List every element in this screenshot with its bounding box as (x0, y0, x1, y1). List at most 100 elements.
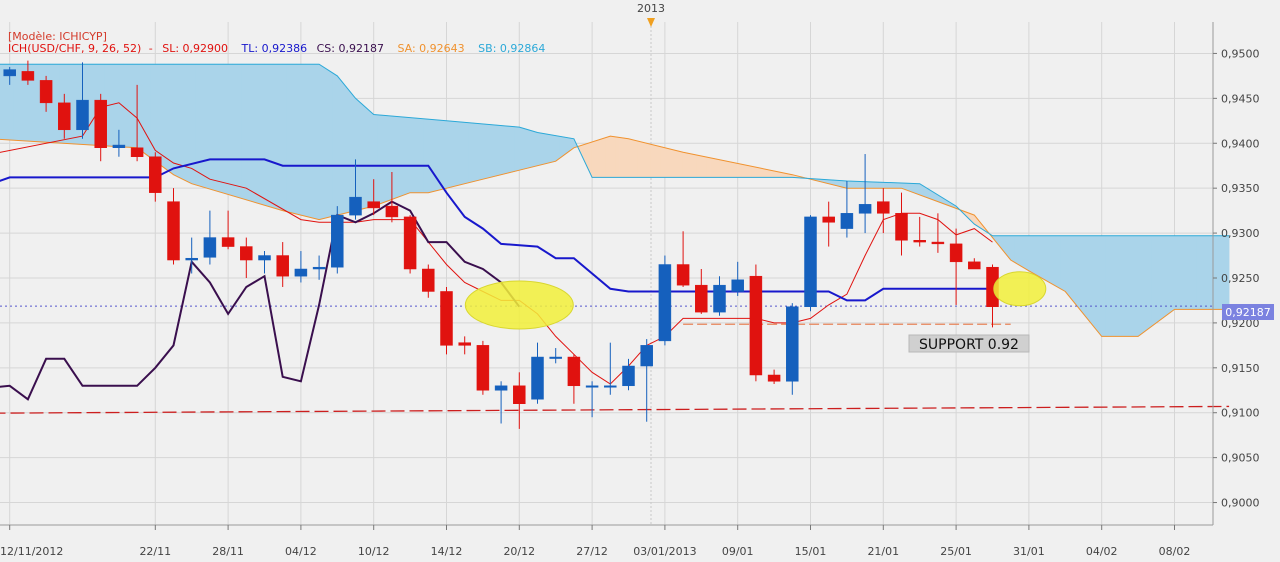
kumo-segment (400, 116, 406, 197)
kumo-segment (655, 145, 661, 178)
kumo-segment (714, 158, 720, 178)
kumo-segment (637, 140, 643, 178)
candle-body (749, 275, 763, 376)
kumo-segment (450, 120, 456, 188)
kumo-segment (236, 63, 243, 199)
kumo-segment (1187, 235, 1193, 310)
kumo-segment (382, 114, 388, 204)
candle-body (422, 268, 435, 292)
kumo-segment (50, 63, 56, 144)
kumo-segment (1119, 235, 1125, 337)
kumo-segment (432, 119, 438, 192)
kumo-segment (678, 150, 684, 178)
kumo-segment (114, 63, 120, 147)
kumo-segment (873, 181, 880, 189)
x-tick-label: 21/01 (867, 545, 899, 558)
kumo-segment (732, 162, 739, 178)
candle-body (440, 291, 453, 346)
candle-body (549, 356, 562, 359)
kumo-segment (737, 163, 743, 178)
x-tick-label: 27/12 (576, 545, 608, 558)
kumo-segment (669, 148, 675, 178)
kumo-segment (546, 133, 552, 164)
candle-body (895, 213, 908, 241)
kumo-segment (391, 115, 397, 200)
kumo-segment (664, 147, 670, 178)
kumo-segment (746, 164, 752, 178)
kumo-segment (523, 128, 529, 170)
kumo-segment (1151, 235, 1157, 327)
kumo-segment (1137, 235, 1143, 337)
kumo-segment (1174, 235, 1180, 310)
kumo-segment (427, 118, 434, 194)
y-tick-label: 0,9200 (1221, 317, 1260, 330)
candle-body (604, 385, 617, 388)
kumo-segment (218, 63, 224, 194)
kumo-segment (255, 63, 261, 205)
x-tick-label: 15/01 (795, 545, 827, 558)
kumo-segment (710, 157, 716, 178)
top-year-marker-icon (647, 18, 655, 27)
candle-body (931, 241, 945, 245)
kumo-segment (145, 63, 152, 159)
legend-sa: SA: 0,92643 (397, 42, 464, 55)
kumo-segment (514, 126, 520, 172)
x-tick-label: 25/01 (940, 545, 972, 558)
kumo-segment (673, 149, 679, 178)
kumo-segment (687, 152, 693, 178)
kumo-segment (473, 122, 479, 182)
kumo-segment (741, 164, 748, 178)
kumo-segment (691, 153, 698, 178)
senkou-span-a-line (0, 135, 1230, 337)
candle-body (39, 80, 53, 104)
kumo-segment (1124, 235, 1130, 337)
kumo-segment (1083, 235, 1089, 321)
kumo-segment (468, 122, 475, 183)
kumo-segment (860, 181, 866, 189)
indicator-legend: ICH(USD/CHF, 9, 26, 52) - SL: 0,92900 TL… (8, 42, 545, 55)
kumo-segment (45, 63, 51, 143)
kumo-segment (291, 63, 297, 215)
kumo-segment (650, 143, 657, 178)
y-tick-label: 0,9250 (1221, 272, 1260, 285)
kumo-segment (1065, 235, 1071, 298)
kumo-segment (155, 63, 161, 166)
kumo-segment (1019, 235, 1025, 269)
kumo-segment (1046, 235, 1052, 285)
kumo-segment (528, 129, 534, 169)
x-tick-label: 14/12 (431, 545, 463, 558)
kumo-segment (205, 63, 211, 190)
kumo-segment (505, 125, 511, 174)
kumo-segment (300, 63, 306, 217)
candle-body (695, 284, 708, 313)
kumo-segment (159, 63, 165, 169)
candle-body (258, 255, 271, 261)
kumo-segment (277, 63, 284, 212)
kumo-segment (418, 118, 425, 193)
candle-body (531, 356, 544, 400)
kumo-segment (1014, 235, 1021, 266)
kumo-segment (182, 63, 188, 182)
candle-body (130, 147, 144, 157)
candle-body (276, 255, 289, 277)
tenkan-sen-line (0, 102, 993, 385)
candles (3, 60, 999, 429)
kumo-segment (1037, 235, 1043, 280)
kumo-segment (1055, 235, 1062, 290)
kumo-segment (359, 101, 365, 210)
kumo-segment (341, 80, 347, 215)
kumo-segment (268, 63, 274, 209)
kumo-segment (209, 63, 215, 191)
kumo-segment (887, 182, 893, 189)
kumo-segment (441, 120, 447, 190)
candle-body (149, 156, 162, 193)
candle-body (458, 342, 471, 346)
kumo-segment (414, 117, 420, 193)
kumo-segment (609, 135, 616, 178)
kumo-segment (323, 66, 329, 219)
candle-body (331, 214, 344, 268)
x-tick-label: 12/11/2012 (0, 545, 63, 558)
kumo-segment (1133, 235, 1139, 337)
